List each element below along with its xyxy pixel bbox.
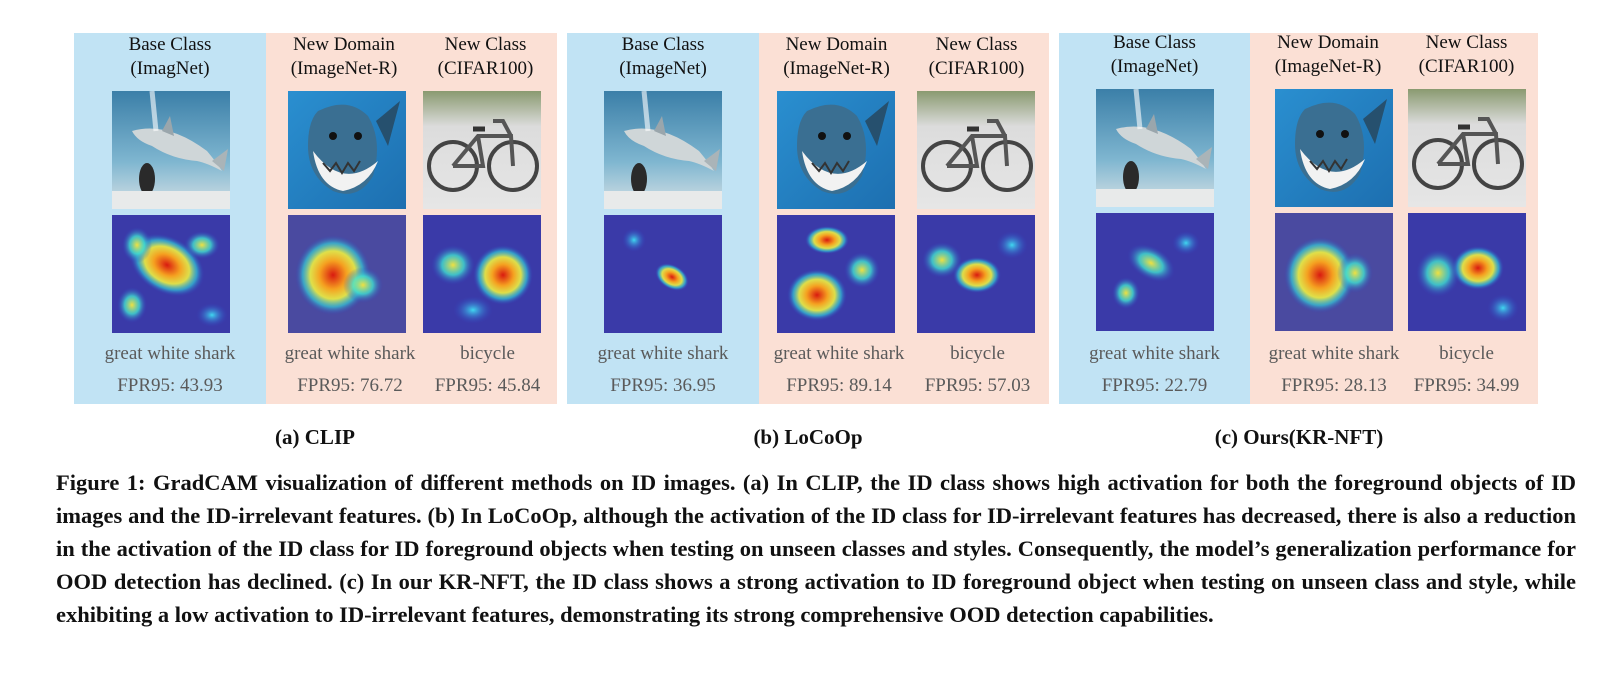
- fpr95-value: FPR95: 57.03: [924, 375, 1031, 396]
- class-label: great white shark: [1268, 343, 1400, 364]
- panel-clip: Base Class (ImagNet) great white shark F…: [74, 33, 557, 404]
- class-label: great white shark: [773, 343, 905, 364]
- column-header: New Domain (ImageNet-R): [783, 34, 890, 79]
- shark-art-image: [288, 91, 406, 209]
- panel-locoop: Base Class (ImageNet) great white shark …: [567, 33, 1049, 404]
- gradcam-heatmap: [1408, 213, 1526, 331]
- gradcam-heatmap: [917, 215, 1035, 333]
- column-base-class: Base Class (ImageNet) great white shark …: [567, 33, 759, 404]
- fpr95-value: FPR95: 34.99: [1413, 375, 1520, 396]
- column-new-domain: New Domain (ImageNet-R) New Class (CIFAR…: [1250, 32, 1538, 404]
- class-label: great white shark: [284, 343, 416, 364]
- panel-kr-nft: Base Class (ImageNet) great white shark …: [1059, 32, 1538, 404]
- fpr95-value: FPR95: 45.84: [434, 375, 541, 396]
- gradcam-heatmap: [1096, 213, 1214, 331]
- shark-photo-image: [112, 91, 230, 209]
- gradcam-heatmap: [1275, 213, 1393, 331]
- gradcam-heatmap: [288, 215, 406, 333]
- column-header: New Domain (ImageNet-R): [1274, 32, 1382, 77]
- column-new-domain: New Domain (ImageNet-R) New Class (CIFAR…: [759, 33, 1049, 404]
- bicycle-photo-image: [1408, 89, 1526, 207]
- class-label: great white shark: [104, 343, 236, 364]
- bicycle-photo-image: [917, 91, 1035, 209]
- column-base-class: Base Class (ImageNet) great white shark …: [1059, 32, 1250, 404]
- shark-art-image: [777, 91, 895, 209]
- fpr95-value: FPR95: 89.14: [786, 375, 892, 396]
- column-base-class: Base Class (ImagNet) great white shark F…: [74, 33, 266, 404]
- fpr95-value: FPR95: 28.13: [1281, 375, 1387, 396]
- fpr95-value: FPR95: 22.79: [1101, 375, 1208, 396]
- gradcam-heatmap: [777, 215, 895, 333]
- column-header: New Class (CIFAR100): [1418, 32, 1515, 77]
- fpr95-value: FPR95: 76.72: [297, 375, 403, 396]
- class-label: great white shark: [597, 343, 729, 364]
- subcaption-b: (b) LoCoOp: [753, 425, 863, 449]
- column-header: Base Class (ImagNet): [128, 34, 212, 79]
- subcaption-c: (c) Ours(KR-NFT): [1214, 425, 1384, 449]
- class-label: bicycle: [950, 343, 1005, 364]
- column-header: New Domain (ImageNet-R): [290, 34, 398, 79]
- bicycle-photo-image: [423, 91, 541, 209]
- class-label: bicycle: [460, 343, 515, 364]
- gradcam-heatmap: [604, 215, 722, 333]
- column-new-domain: New Domain (ImageNet-R) New Class (CIFAR…: [266, 33, 557, 404]
- fpr95-value: FPR95: 36.95: [610, 375, 716, 396]
- shark-photo-image: [604, 91, 722, 209]
- class-label: bicycle: [1439, 343, 1494, 364]
- fpr95-value: FPR95: 43.93: [117, 375, 223, 396]
- shark-photo-image: [1096, 89, 1214, 207]
- class-label: great white shark: [1089, 343, 1220, 364]
- subcaption-a: (a) CLIP: [275, 425, 355, 449]
- column-header: New Class (CIFAR100): [437, 34, 534, 79]
- column-header: Base Class (ImageNet): [1110, 32, 1199, 77]
- column-header: New Class (CIFAR100): [928, 34, 1025, 79]
- column-header: Base Class (ImageNet): [619, 34, 707, 79]
- gradcam-heatmap: [423, 215, 541, 333]
- gradcam-heatmap: [112, 215, 230, 333]
- shark-art-image: [1275, 89, 1393, 207]
- figure-caption: Figure 1: GradCAM visualization of diffe…: [56, 470, 1576, 627]
